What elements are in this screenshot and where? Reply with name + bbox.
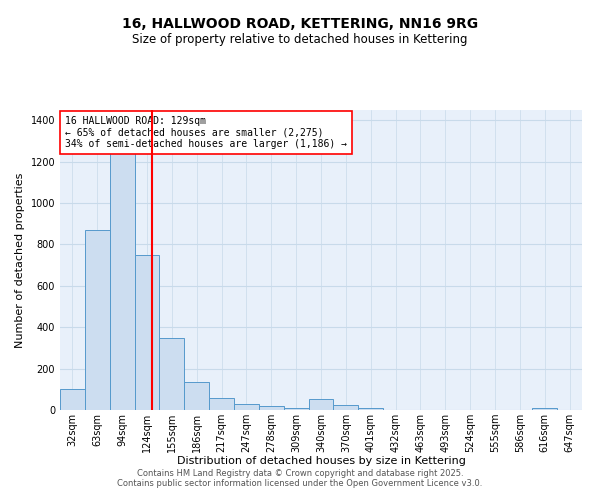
Bar: [532, 408, 557, 410]
Y-axis label: Number of detached properties: Number of detached properties: [15, 172, 25, 348]
Bar: [259, 406, 284, 410]
Bar: [184, 382, 209, 410]
Bar: [85, 230, 110, 410]
Text: Contains public sector information licensed under the Open Government Licence v3: Contains public sector information licen…: [118, 478, 482, 488]
Bar: [234, 404, 259, 410]
X-axis label: Distribution of detached houses by size in Kettering: Distribution of detached houses by size …: [176, 456, 466, 466]
Bar: [308, 398, 334, 410]
Text: Size of property relative to detached houses in Kettering: Size of property relative to detached ho…: [132, 32, 468, 46]
Bar: [358, 408, 383, 410]
Bar: [209, 398, 234, 410]
Bar: [110, 141, 134, 410]
Bar: [284, 408, 308, 410]
Bar: [134, 255, 160, 410]
Bar: [334, 405, 358, 410]
Bar: [60, 390, 85, 410]
Text: 16, HALLWOOD ROAD, KETTERING, NN16 9RG: 16, HALLWOOD ROAD, KETTERING, NN16 9RG: [122, 18, 478, 32]
Text: 16 HALLWOOD ROAD: 129sqm
← 65% of detached houses are smaller (2,275)
34% of sem: 16 HALLWOOD ROAD: 129sqm ← 65% of detach…: [65, 116, 347, 149]
Bar: [160, 338, 184, 410]
Text: Contains HM Land Registry data © Crown copyright and database right 2025.: Contains HM Land Registry data © Crown c…: [137, 468, 463, 477]
